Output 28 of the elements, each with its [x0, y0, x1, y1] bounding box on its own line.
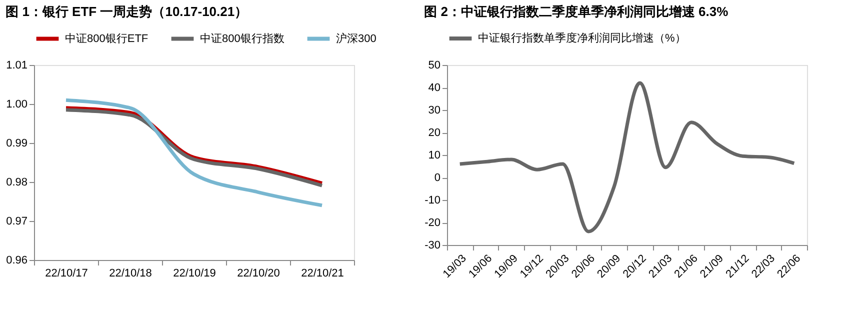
- y-tick-label: -10: [424, 194, 440, 206]
- x-tick-label: 22/10/17: [45, 268, 88, 280]
- y-tick-label: 30: [428, 104, 440, 116]
- y-tick-label: 0.97: [6, 216, 28, 228]
- y-tick-label: 0.96: [6, 254, 28, 266]
- y-tick-label: 40: [428, 82, 440, 94]
- line-series: [64, 98, 324, 208]
- legend-label: 中证银行指数单季度净利润同比增速（%）: [478, 32, 686, 44]
- x-tick-label: 22/10/20: [237, 268, 280, 280]
- x-tick-label: 22/10/19: [173, 268, 216, 280]
- legend-label: 中证800银行ETF: [65, 32, 148, 45]
- legend-label: 沪深300: [336, 32, 376, 45]
- y-tick-label: 1.00: [6, 98, 28, 110]
- y-tick-label: -20: [424, 217, 440, 229]
- chart-title: 图 1：银行 ETF 一周走势（10.17-10.21）: [6, 4, 248, 19]
- y-tick-label: 0: [434, 172, 440, 184]
- y-tick-label: 10: [428, 150, 440, 162]
- y-tick-label: 0.98: [6, 176, 28, 188]
- y-tick-label: 1.01: [6, 60, 28, 72]
- y-tick-label: -30: [424, 240, 440, 252]
- y-tick-label: 20: [428, 127, 440, 139]
- y-tick-label: 0.99: [6, 138, 28, 150]
- x-tick-label: 22/10/21: [301, 268, 344, 280]
- x-tick-label: 22/10/18: [109, 268, 152, 280]
- line-series: [458, 81, 796, 234]
- y-tick-label: 50: [428, 60, 440, 72]
- chart-title: 图 2：中证银行指数二季度单季净利润同比增速 6.3%: [424, 4, 729, 19]
- legend-label: 中证800银行指数: [200, 32, 284, 45]
